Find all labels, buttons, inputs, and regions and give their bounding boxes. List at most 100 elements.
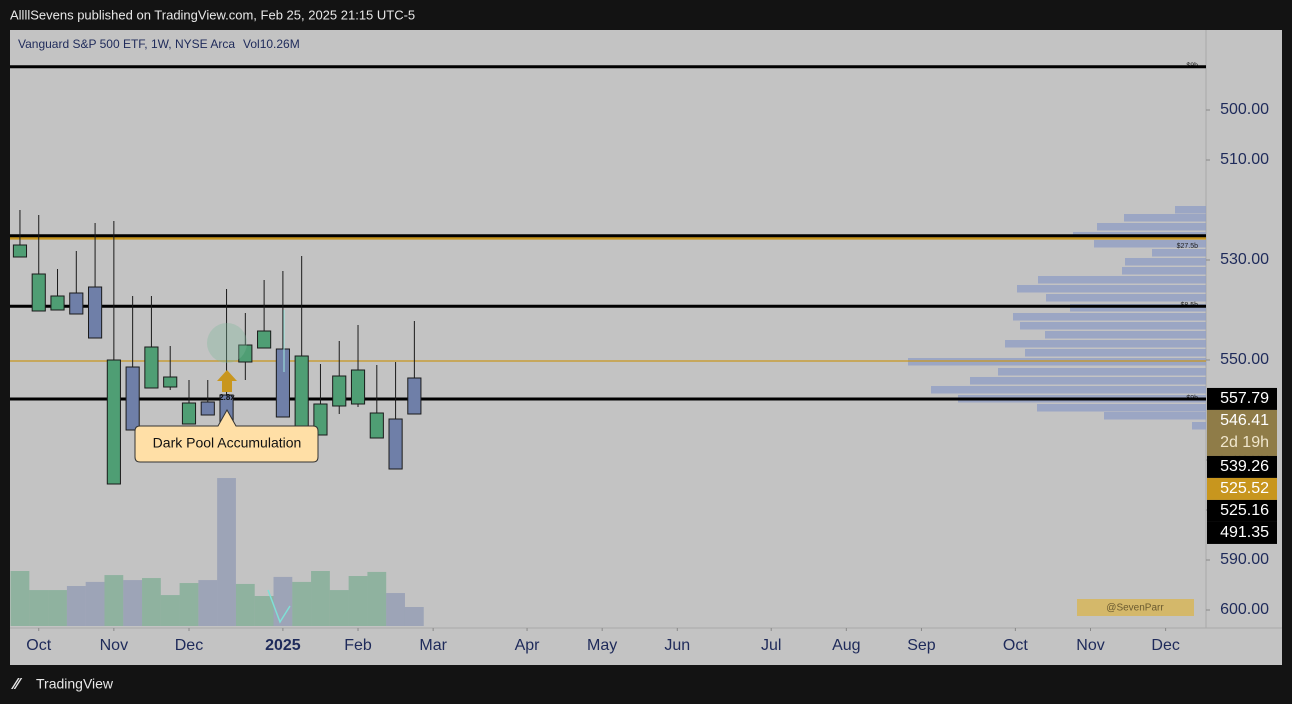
x-tick-label: Nov — [1076, 637, 1104, 654]
x-tick-label: Feb — [344, 637, 372, 654]
up-arrow — [217, 370, 237, 392]
multiple-label: 2.8x — [219, 393, 235, 402]
candle-body — [200, 401, 215, 416]
profile-row — [1005, 340, 1206, 348]
volume-bar — [10, 571, 30, 626]
candle-body — [388, 418, 403, 470]
x-tick-label: Sep — [907, 637, 936, 654]
x-tick-label: May — [587, 637, 617, 654]
volume-bar — [179, 583, 199, 626]
volume-bar — [66, 586, 86, 626]
y-tick-label: 600.00 — [1220, 601, 1269, 618]
countdown-label: 2d 19h — [1220, 434, 1269, 451]
candle-body — [69, 292, 84, 315]
level-tag — [1207, 499, 1277, 522]
axes: 600.00590.00580.00570.00550.00530.00510.… — [26, 101, 1277, 654]
current-price-tag — [1207, 409, 1277, 456]
y-tick-label: 530.00 — [1220, 251, 1269, 268]
candle-body — [369, 412, 384, 439]
profile-row — [1104, 412, 1206, 420]
level-label: 525.52 — [1220, 480, 1269, 497]
profile-row — [1037, 404, 1206, 412]
x-tick-label: Aug — [832, 637, 860, 654]
volume-bar — [273, 576, 293, 626]
candle-body — [257, 330, 272, 349]
cyan-arrow — [267, 589, 291, 624]
volume-bar — [48, 590, 67, 626]
volume-bar — [123, 580, 143, 626]
current-price-label: 546.41 — [1220, 412, 1269, 429]
symbol-title: Vanguard S&P 500 ETF, 1W, NYSE Arca Vol10… — [18, 37, 300, 51]
callout-text: Dark Pool Accumulation — [153, 435, 302, 451]
profile-row — [1045, 331, 1206, 339]
volume-bar — [85, 581, 105, 626]
signature-box — [1077, 599, 1194, 616]
x-tick-label: Jun — [664, 637, 690, 654]
profile-row — [1038, 276, 1206, 284]
volume-bar — [104, 575, 124, 626]
profile-row — [998, 368, 1206, 376]
profile-row — [1192, 422, 1206, 430]
candle-body — [106, 359, 121, 485]
level-tag — [1207, 521, 1277, 544]
candle-body — [125, 366, 140, 431]
candle-body — [407, 377, 422, 415]
footer-brand: TradingView — [36, 676, 114, 692]
profile-note: $27.5b — [1177, 243, 1199, 250]
level-label: 539.26 — [1220, 458, 1269, 475]
x-tick-label: Dec — [1151, 637, 1179, 654]
x-tick-label: Oct — [1003, 637, 1028, 654]
level-label: 491.35 — [1220, 524, 1269, 541]
volume-bar — [198, 580, 218, 626]
candle-body — [163, 376, 178, 388]
volume-bar — [348, 576, 368, 626]
profile-row — [970, 377, 1206, 385]
level-label: 557.79 — [1220, 390, 1269, 407]
volume-bar — [29, 590, 49, 626]
profile-row — [1125, 258, 1206, 266]
profile-row — [1097, 223, 1206, 231]
candle-body — [275, 348, 290, 418]
profile-row — [1025, 349, 1206, 357]
profile-row — [1175, 206, 1206, 214]
callout-box — [134, 408, 319, 463]
profile-row — [1020, 322, 1206, 330]
volume-text: Vol10.26M — [243, 37, 300, 51]
candle-body — [50, 295, 65, 311]
profile-row — [931, 386, 1206, 394]
highlight-circle — [207, 323, 247, 363]
level-tag — [1207, 477, 1277, 500]
profile-row — [1152, 249, 1206, 257]
x-tick-label: Mar — [419, 637, 447, 654]
profile-row — [1013, 313, 1206, 321]
signature: @SevenParr — [1106, 603, 1164, 614]
volume-bar — [311, 571, 330, 626]
candle-body — [332, 375, 347, 407]
y-tick-label: 500.00 — [1220, 101, 1269, 118]
volume-bar — [404, 607, 424, 626]
candle-body — [12, 244, 28, 258]
y-tick-label: 510.00 — [1220, 151, 1269, 168]
footer-logo: ⁄⁄ — [11, 676, 23, 693]
candle-body — [350, 369, 366, 405]
x-tick-label: Oct — [26, 637, 51, 654]
x-tick-label: Dec — [175, 637, 203, 654]
profile-row — [1017, 285, 1206, 293]
candle-body — [31, 273, 46, 312]
profile-row — [1122, 267, 1206, 275]
volume-bar — [160, 595, 180, 626]
level-tag — [1207, 455, 1277, 478]
volume-bar — [217, 478, 236, 626]
level-label: 525.16 — [1220, 502, 1269, 519]
profile-row — [1094, 240, 1206, 248]
profile-row — [1046, 294, 1206, 302]
level-tag — [1207, 387, 1277, 410]
volume-bar — [254, 596, 274, 626]
title-text: Vanguard S&P 500 ETF, 1W, NYSE Arca — [18, 37, 235, 51]
x-tick-label: 2025 — [265, 637, 301, 654]
volume-bar — [329, 590, 349, 626]
x-tick-label: Jul — [761, 637, 781, 654]
volume-bar — [235, 583, 255, 626]
candle-body — [238, 344, 253, 363]
candle-body — [181, 402, 197, 425]
